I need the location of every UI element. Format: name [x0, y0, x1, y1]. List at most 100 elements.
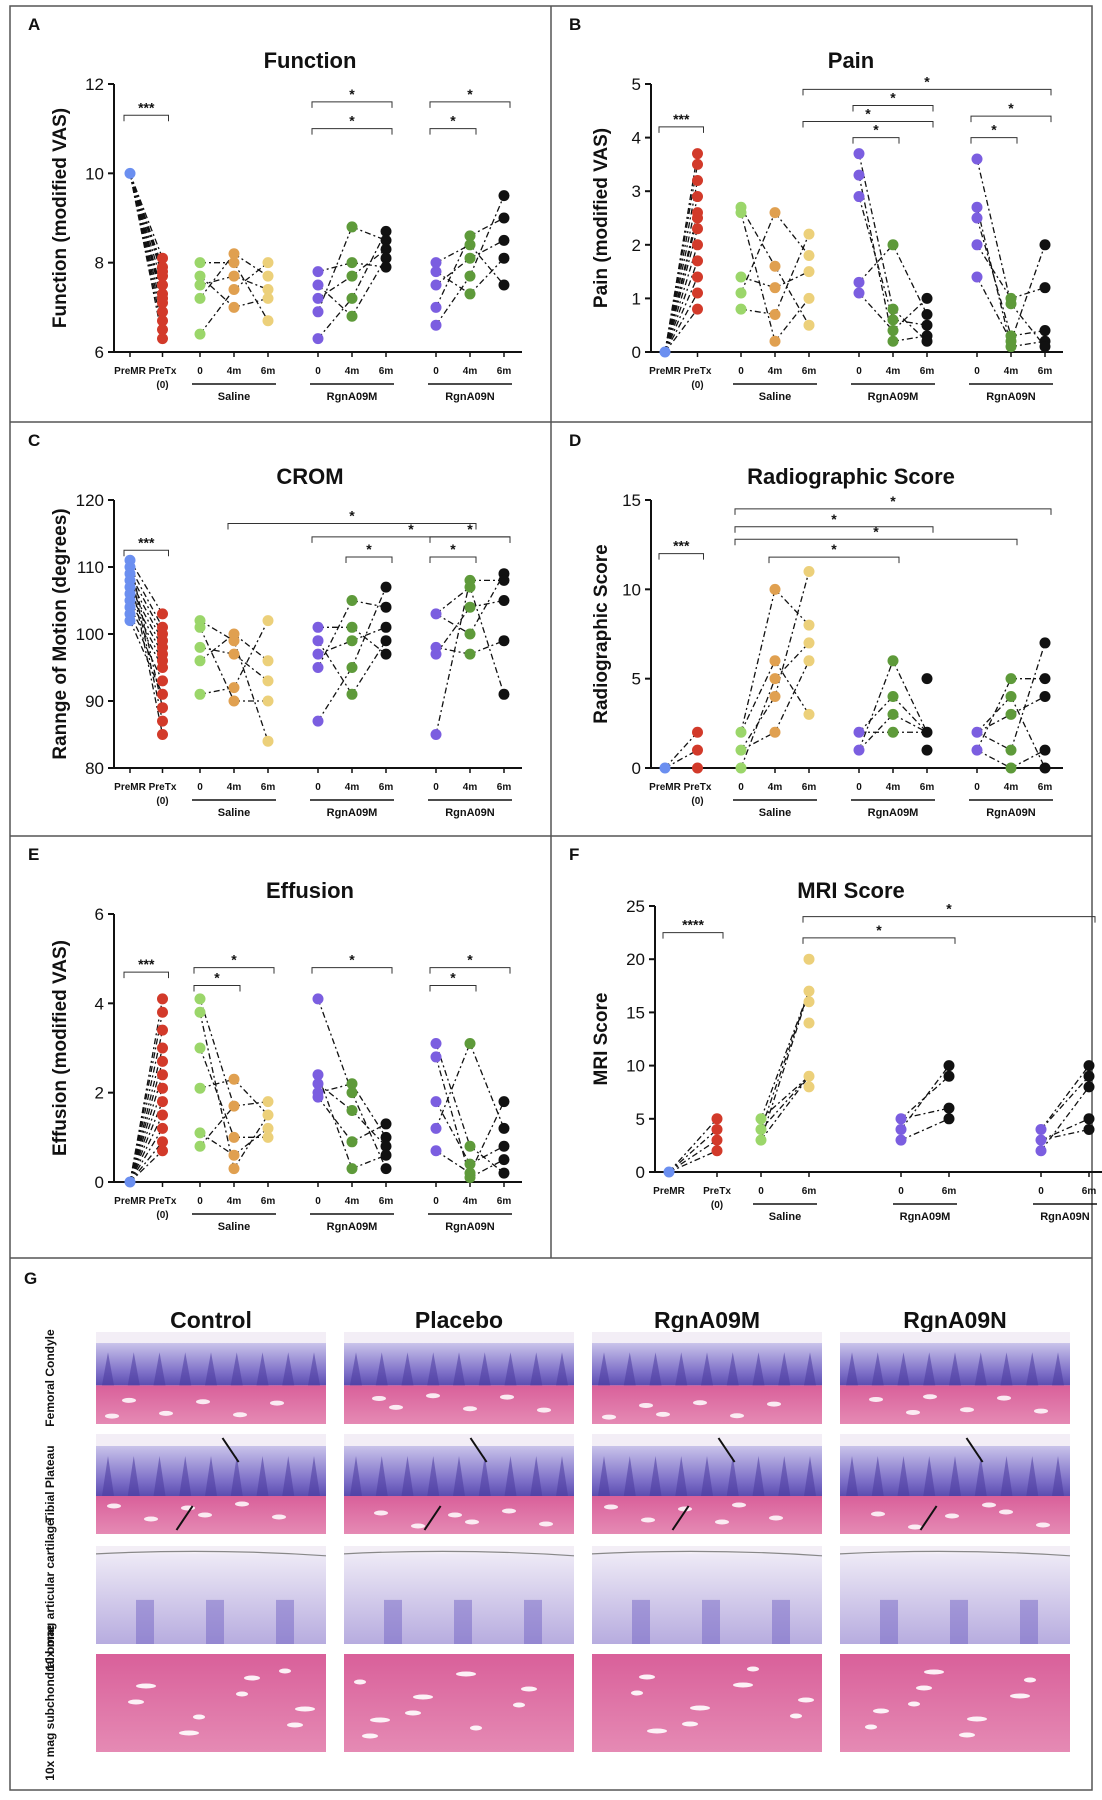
subject-line	[233, 1078, 269, 1116]
bone-layer	[840, 1654, 1070, 1752]
marrow-space	[641, 1517, 655, 1523]
chondrocyte-column	[478, 1456, 491, 1496]
subject-line	[976, 217, 1012, 337]
marrow-space	[923, 1394, 937, 1400]
data-point	[157, 266, 168, 278]
panel-letter: E	[28, 845, 39, 864]
subject-line	[664, 308, 699, 353]
data-point	[803, 228, 815, 240]
subject-line	[351, 626, 387, 642]
data-point	[380, 1149, 392, 1161]
data-point	[194, 1127, 206, 1139]
data-point	[1035, 1134, 1047, 1146]
subject-line	[892, 335, 928, 342]
marrow-space	[287, 1722, 303, 1728]
data-point	[498, 635, 510, 647]
data-point	[157, 1096, 168, 1108]
x-tick-label: 4m	[345, 782, 360, 793]
chondrocyte-column	[282, 1352, 295, 1386]
subject-line	[199, 998, 235, 1107]
significance-bracket	[734, 538, 1018, 546]
subject-line	[1010, 244, 1046, 342]
significance-bracket	[429, 556, 477, 563]
subject-line	[233, 297, 269, 308]
data-point	[971, 744, 983, 756]
subject-line	[469, 573, 505, 635]
subject-line	[199, 253, 235, 299]
data-point	[380, 1163, 392, 1175]
significance-bracket	[734, 508, 1052, 515]
subject-line	[976, 749, 1012, 769]
histology-row-label: 10x mag articular cartilage	[43, 1519, 57, 1671]
marrow-space	[639, 1674, 655, 1680]
x-tick-label: PreTx	[684, 366, 712, 377]
data-point	[498, 1167, 510, 1179]
subject-line	[233, 253, 269, 277]
subject-line	[976, 276, 1012, 342]
histology-image	[344, 1654, 574, 1752]
data-point	[735, 726, 747, 738]
data-point	[157, 1136, 168, 1148]
x-tick-label: 4m	[227, 782, 242, 793]
marrow-space	[465, 1519, 479, 1525]
data-point	[194, 1140, 206, 1152]
chondrocyte-column	[649, 1352, 662, 1386]
data-point	[692, 255, 703, 267]
subject-line	[435, 275, 471, 326]
data-point	[498, 1140, 510, 1152]
data-point	[1083, 1113, 1095, 1125]
significance-bracket	[768, 556, 900, 564]
chondrocyte-column	[350, 1456, 362, 1496]
subject-line	[199, 1078, 235, 1089]
data-point	[971, 726, 983, 738]
data-point	[262, 1109, 274, 1121]
chondrocyte-column	[136, 1599, 154, 1644]
subject-line	[435, 271, 471, 295]
subject-line	[668, 1139, 718, 1173]
data-point	[312, 635, 324, 647]
data-point	[194, 279, 206, 291]
subject-line	[892, 696, 928, 733]
data-point	[769, 207, 781, 219]
x-tick-label: 4m	[463, 782, 478, 793]
x-tick-sublabel: (0)	[691, 796, 703, 807]
data-point	[971, 212, 983, 224]
marrow-space	[389, 1404, 403, 1410]
chondrocyte-column	[701, 1352, 713, 1386]
marrow-space	[279, 1668, 291, 1674]
subject-line	[1010, 696, 1046, 769]
marrow-space	[631, 1690, 643, 1696]
subject-line	[129, 1029, 164, 1183]
marrow-space	[456, 1671, 476, 1677]
marrow-space	[270, 1400, 284, 1406]
data-point	[124, 615, 136, 627]
group-label: Saline	[218, 807, 250, 819]
data-point	[735, 762, 747, 774]
subject-line	[199, 620, 235, 642]
data-point	[262, 270, 274, 282]
subject-line	[760, 990, 810, 1141]
chondrocyte-column	[230, 1352, 243, 1386]
arrow-indicator	[919, 1505, 938, 1531]
arrow-indicator	[221, 1437, 240, 1463]
x-tick-label: 6m	[261, 782, 276, 793]
significance-bracket	[852, 104, 934, 112]
x-tick-label: 4m	[768, 366, 783, 377]
subject-line	[469, 640, 505, 655]
significance-marker: *	[890, 493, 896, 509]
x-tick-label: 6m	[379, 1196, 394, 1207]
subject-line	[199, 1105, 235, 1147]
data-point	[157, 306, 168, 318]
y-tick-label: 10	[626, 1057, 645, 1076]
chondrocyte-column	[623, 1456, 636, 1496]
marrow-space	[374, 1510, 388, 1516]
chondrocyte-column	[623, 1352, 636, 1386]
chondrocyte-column	[1052, 1352, 1064, 1386]
y-tick-label: 10	[85, 164, 104, 183]
chart-title: CROM	[276, 464, 343, 489]
subject-line	[129, 1141, 164, 1183]
chondrocyte-column	[454, 1599, 472, 1644]
panel-letter: D	[569, 431, 581, 450]
significance-bracket	[429, 967, 511, 974]
